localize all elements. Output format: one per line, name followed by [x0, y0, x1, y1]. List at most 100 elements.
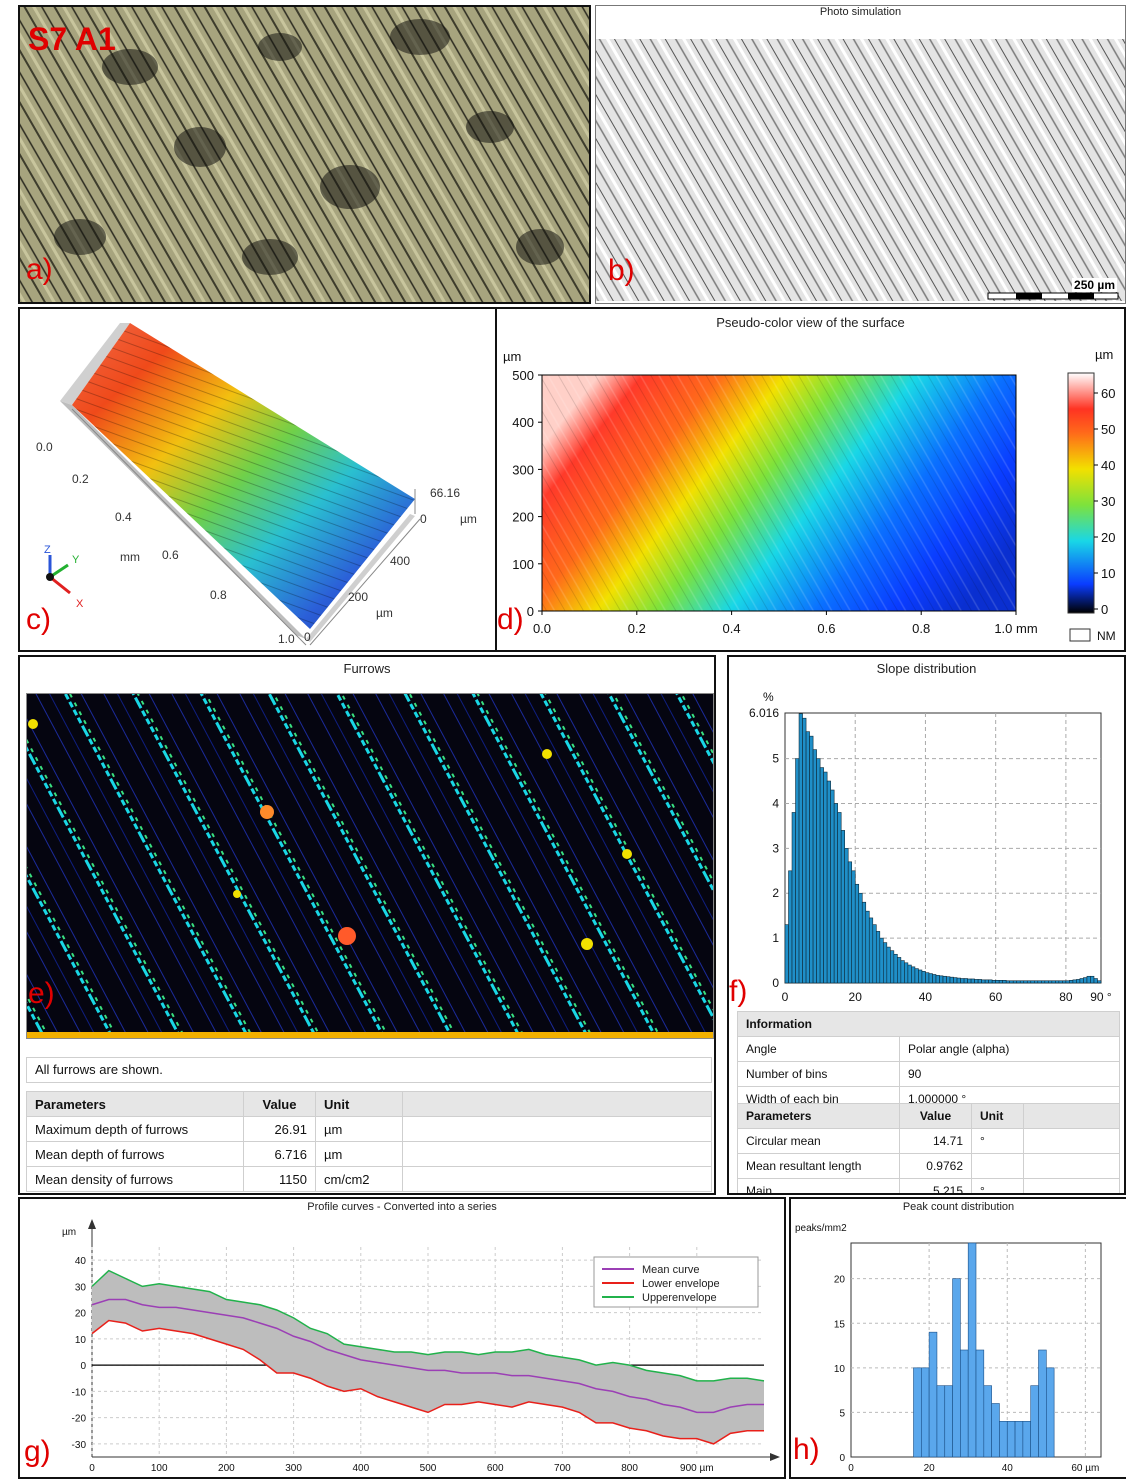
row-label: Mean density of furrows — [26, 1166, 244, 1192]
row-unit: µm — [315, 1116, 403, 1142]
histogram-bar — [911, 966, 916, 984]
y-tick-c-200: 200 — [348, 590, 368, 604]
row-value: 14.71 — [899, 1128, 972, 1154]
histogram-bar — [949, 976, 954, 984]
histogram-bar — [974, 979, 979, 984]
x-axis-arrow — [770, 1453, 780, 1461]
y-axis-label: % — [763, 690, 774, 704]
histogram-bar — [1041, 980, 1046, 984]
histogram-bar — [816, 758, 821, 984]
histogram-bar — [830, 789, 835, 984]
sample-label: S7 A1 — [28, 21, 116, 57]
panel-letter-e: e) — [28, 977, 55, 1010]
y-unit-c: µm — [376, 606, 393, 620]
histogram-bar — [904, 962, 909, 984]
x-tick-label: 90 ° — [1090, 990, 1112, 1004]
histogram-bar — [1079, 978, 1084, 984]
histogram-bar — [1033, 980, 1039, 984]
histogram-bar — [1005, 980, 1011, 984]
x-tick-d: 1.0 mm — [994, 621, 1037, 636]
x-tick-c-1: 0.2 — [72, 472, 89, 486]
histogram-bar — [1037, 980, 1042, 984]
y-tick-d: 100 — [512, 557, 534, 572]
histogram-bar — [977, 979, 982, 984]
y-tick-d: 500 — [512, 368, 534, 383]
slope-histogram: 0 1 2 3 4 5 6.016 0 20 40 60 80 90 °% — [749, 690, 1112, 1004]
y-tick-label: 1 — [772, 931, 779, 945]
histogram-bar — [918, 969, 923, 984]
y-tick-label: 4 — [772, 796, 779, 810]
x-tick-c-5: 1.0 — [278, 632, 295, 646]
histogram-bar — [868, 917, 874, 984]
panel-c-3d-view: 0.0 0.2 0.4 0.6 0.8 1.0 mm 400 200 0 µm … — [18, 307, 497, 652]
y-tick-c-400: 400 — [390, 554, 410, 568]
panel-e-furrows: Furrows e) All furrows are shown. — [18, 655, 716, 1195]
info-value: Polar angle (alpha) — [899, 1036, 1120, 1062]
histogram-bar — [791, 812, 796, 984]
y-tick-label: 5 — [772, 752, 779, 766]
histogram-bar — [886, 946, 891, 984]
colorbar-tick: 60 — [1101, 386, 1115, 401]
histogram-bar — [837, 812, 842, 984]
photo-simulation-image — [596, 39, 1125, 301]
histogram-bar — [991, 980, 996, 984]
y-tick-d: 0 — [527, 604, 534, 619]
histogram-bar — [893, 953, 898, 984]
histogram-bar — [988, 979, 993, 984]
histogram-bar — [967, 978, 972, 984]
x-tick-label: 800 — [621, 1463, 638, 1474]
y-tick-label: 0 — [80, 1361, 86, 1372]
histogram-bar — [844, 848, 849, 984]
nm-swatch — [1069, 628, 1091, 642]
histogram-bar — [956, 977, 961, 984]
surface-3d-plot: 0.0 0.2 0.4 0.6 0.8 1.0 mm 400 200 0 µm … — [36, 323, 477, 646]
histogram-bar — [823, 771, 828, 984]
row-unit: µm — [315, 1141, 403, 1167]
series-line — [91, 1298, 764, 1414]
y-tick-label: 20 — [834, 1275, 846, 1286]
x-tick-label: 20 — [924, 1463, 936, 1474]
histogram-bar — [1058, 980, 1063, 984]
info-label: Number of bins — [737, 1061, 900, 1087]
y-tick-label: -20 — [72, 1414, 87, 1425]
histogram-bar — [991, 1403, 1000, 1458]
row-unit — [971, 1153, 1024, 1179]
x-tick-d: 0.6 — [817, 621, 835, 636]
histogram-bar — [795, 758, 800, 984]
histogram-bar — [1062, 980, 1067, 984]
colorbar-tick: 20 — [1101, 530, 1115, 545]
panel-h-title: Peak count distribution — [902, 1201, 1015, 1213]
z-tick-c-max: 66.16 — [430, 486, 460, 500]
y-axis-label: µm — [62, 1227, 76, 1238]
row-label: Mean resultant length — [737, 1153, 900, 1179]
table-row: Number of bins 90 — [737, 1061, 1120, 1087]
histogram-bar — [998, 980, 1003, 984]
series-line — [91, 1319, 764, 1445]
z-unit-c: µm — [460, 512, 477, 526]
histogram-bar — [805, 731, 810, 984]
y-tick-label: 15 — [834, 1319, 846, 1330]
x-tick-label: 0 — [782, 990, 789, 1004]
row-value: 6.716 — [243, 1141, 316, 1167]
histogram-bar — [953, 977, 958, 984]
info-label: Width of each bin — [737, 1086, 900, 1112]
histogram-bar — [826, 780, 831, 984]
panel-g-title: Profile curves - Converted into a series — [307, 1201, 497, 1213]
y-tick-d: 200 — [512, 510, 534, 525]
colorbar-tick: 10 — [1101, 566, 1115, 581]
histogram-bar — [900, 960, 905, 984]
histogram-bar — [890, 950, 895, 984]
colorbar-unit: µm — [1095, 347, 1113, 362]
y-tick-label: 30 — [75, 1282, 87, 1293]
furrows-parameters-table: Parameters Value Unit Maximum depth of f… — [26, 1091, 712, 1192]
table-row: Circular mean 14.71 ° — [737, 1128, 1120, 1154]
row-unit: cm/cm2 — [315, 1166, 403, 1192]
x-tick-label: 100 — [151, 1463, 168, 1474]
x-tick-label: 80 — [1059, 990, 1073, 1004]
histogram-bar — [960, 1349, 969, 1458]
histogram-bar — [1006, 1421, 1016, 1458]
histogram-bar — [897, 957, 902, 984]
histogram-bar — [809, 735, 814, 984]
histogram-bar — [1002, 980, 1007, 984]
